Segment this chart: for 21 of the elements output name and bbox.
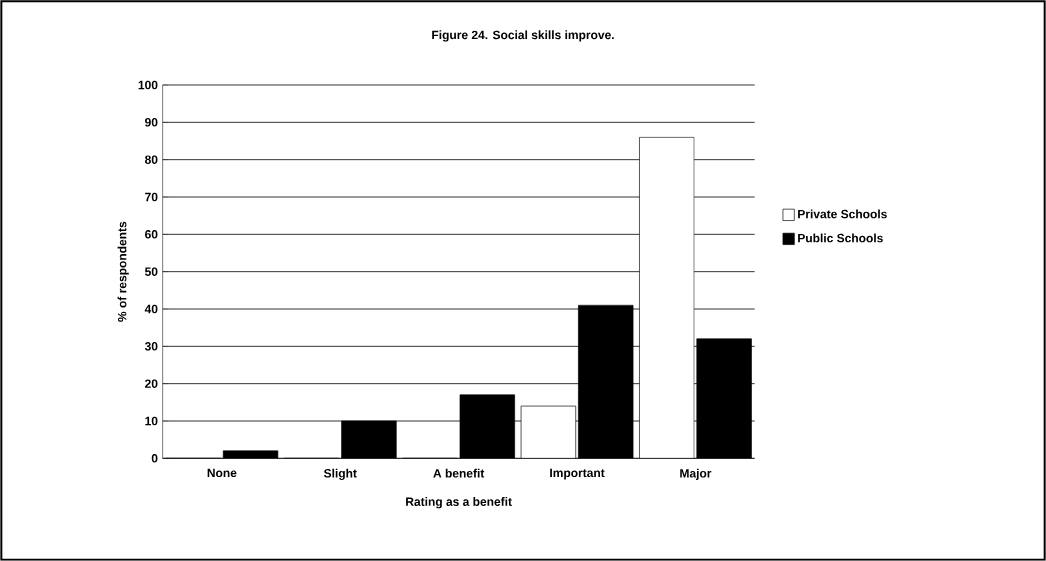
x-tick-label: A benefit: [433, 468, 485, 478]
y-axis-title: % of respondents: [117, 221, 129, 322]
y-tick-label: 100: [138, 80, 158, 90]
x-tick-label: Major: [680, 468, 712, 480]
y-tick-label: 50: [144, 267, 158, 276]
chart-title: Figure 24. Social skills improve.: [432, 30, 614, 42]
y-tick-label: 30: [144, 342, 158, 351]
x-tick-label: Slight: [323, 468, 357, 480]
y-tick-label: 80: [144, 155, 158, 164]
y-tick-label: 10: [145, 416, 158, 426]
y-tick-label: 0: [151, 454, 158, 463]
y-tick-label: 20: [145, 379, 158, 388]
y-tick-label: 60: [145, 230, 158, 239]
legend-label: Public Schools: [798, 233, 883, 243]
y-tick-label: 40: [144, 304, 158, 314]
x-tick-label: Important: [550, 468, 605, 480]
legend-label: Private Schools: [798, 209, 887, 219]
x-axis-title: Rating as a benefit: [406, 497, 512, 509]
x-tick-label: None: [207, 468, 237, 478]
y-tick-label: 70: [145, 192, 158, 202]
y-tick-label: 90: [145, 118, 158, 127]
